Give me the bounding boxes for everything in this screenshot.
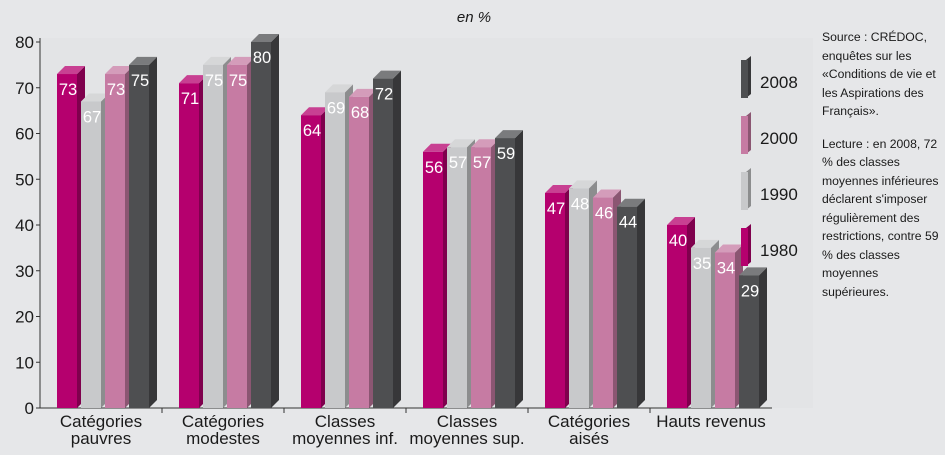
bar-value-label: 56 (425, 159, 443, 177)
bar-value-label: 57 (473, 154, 491, 172)
bar-2008: 72 (373, 70, 401, 408)
x-tick-label: Classes (437, 412, 497, 431)
bar-value-label: 75 (229, 72, 247, 90)
bar-value-label: 59 (497, 145, 515, 163)
bar-value-label: 72 (375, 86, 393, 104)
x-tick-label: Catégories (548, 412, 630, 431)
y-tick-label: 10 (15, 353, 34, 372)
y-tick-label: 70 (15, 79, 34, 98)
bar-2008: 59 (495, 130, 523, 408)
bar-1990: 67 (81, 93, 109, 408)
x-axis: CatégoriespauvresCatégoriesmodestesClass… (40, 407, 772, 448)
bar-2000: 68 (349, 88, 377, 409)
legend-swatch (741, 172, 748, 210)
bar-1980: 64 (301, 107, 329, 408)
bar-2000: 57 (471, 139, 499, 408)
legend-label: 2008 (760, 73, 798, 92)
legend: 2008 2000 1990 1980 (741, 56, 798, 266)
y-tick-label: 60 (15, 125, 34, 144)
legend-item-2000: 2000 (741, 112, 798, 154)
legend-label: 1990 (760, 185, 798, 204)
chart-title: en % (457, 9, 491, 26)
bar-1980: 73 (57, 66, 85, 409)
x-tick-label: modestes (186, 429, 260, 448)
x-tick-label: Classes (315, 412, 375, 431)
bar-value-label: 29 (741, 282, 759, 300)
bar-1990: 57 (447, 139, 475, 408)
bar-value-label: 34 (717, 259, 735, 277)
x-tick-label: moyennes sup. (409, 429, 524, 448)
y-tick-label: 30 (15, 262, 34, 281)
reading-note: Lecture : en 2008, 72 % des classes moye… (822, 136, 939, 299)
bar-value-label: 44 (619, 214, 637, 232)
x-tick-label: Catégories (182, 412, 264, 431)
x-tick-label: Hauts revenus (656, 412, 766, 431)
bar-value-label: 47 (547, 200, 565, 218)
bar-value-label: 35 (693, 255, 711, 273)
legend-swatch (741, 116, 748, 154)
bar-2000: 34 (715, 244, 743, 408)
bar-value-label: 75 (205, 72, 223, 90)
x-tick-label: aisés (569, 429, 609, 448)
bar-1990: 69 (325, 84, 353, 408)
y-tick-label: 40 (15, 216, 34, 235)
bar-value-label: 67 (83, 108, 101, 126)
y-axis: 0 10 20 30 40 50 60 70 80 (15, 33, 41, 418)
bar-value-label: 80 (253, 49, 271, 67)
bar-value-label: 57 (449, 154, 467, 172)
bar-value-label: 40 (669, 232, 687, 250)
bar-2008: 80 (251, 34, 279, 408)
bar-value-label: 69 (327, 99, 345, 117)
bar-1990: 35 (691, 239, 719, 408)
bar-value-label: 73 (59, 81, 77, 99)
bar-value-label: 73 (107, 81, 125, 99)
bar-2000: 46 (593, 189, 621, 408)
bar-value-label: 48 (571, 195, 589, 213)
x-tick-label: moyennes inf. (292, 429, 398, 448)
bar-value-label: 68 (351, 104, 369, 122)
side-notes: Source : CRÉDOC, enquêtes sur les «Condi… (822, 28, 940, 315)
bar-2008: 75 (129, 56, 157, 408)
legend-swatch (741, 228, 748, 266)
bars: 73 67 73 75 71 75 75 80 64 69 68 72 56 57 57 59 47 48 46 44… (57, 34, 767, 409)
legend-label: 2000 (760, 129, 798, 148)
legend-item-1980: 1980 (741, 224, 798, 266)
y-tick-label: 80 (15, 33, 34, 52)
bar-value-label: 71 (181, 90, 199, 108)
legend-item-1990: 1990 (741, 168, 798, 210)
x-tick-label: Catégories (60, 412, 142, 431)
bar-2008: 44 (617, 198, 645, 408)
y-tick-label: 50 (15, 170, 34, 189)
bar-1980: 40 (667, 217, 695, 408)
bar-1980: 71 (179, 75, 207, 409)
bar-1990: 48 (569, 180, 597, 408)
legend-item-2008: 2008 (741, 56, 798, 98)
bar-value-label: 46 (595, 205, 613, 223)
legend-swatch (741, 60, 748, 98)
bar-value-label: 64 (303, 122, 321, 140)
bar-2000: 75 (227, 56, 255, 408)
bar-2000: 73 (105, 66, 133, 409)
bar-1980: 47 (545, 184, 573, 408)
source-note: Source : CRÉDOC, enquêtes sur les «Condi… (822, 30, 936, 118)
y-tick-label: 0 (25, 399, 34, 418)
bar-1990: 75 (203, 56, 231, 408)
bar-2008: 29 (739, 267, 767, 408)
legend-label: 1980 (760, 241, 798, 260)
bar-1980: 56 (423, 143, 451, 409)
x-tick-label: pauvres (71, 429, 131, 448)
y-tick-label: 20 (15, 308, 34, 327)
bar-value-label: 75 (131, 72, 149, 90)
